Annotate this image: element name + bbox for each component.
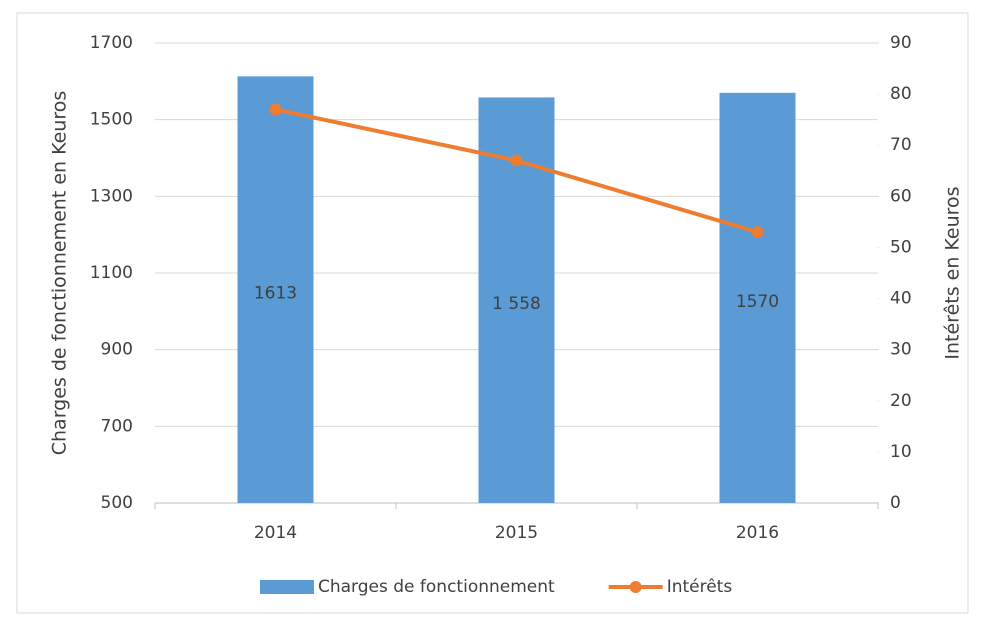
line-point [269, 103, 282, 116]
legend-label: Charges de fonctionnement [318, 577, 555, 597]
y-tick-label: 1700 [90, 33, 133, 53]
y-tick-label: 500 [101, 493, 133, 513]
bar-value-label: 1 558 [492, 294, 541, 314]
y-tick-label: 1500 [90, 110, 133, 130]
y2-tick-label: 60 [890, 186, 912, 206]
y2-tick-label: 10 [890, 442, 912, 462]
x-tick-label: 2016 [736, 523, 779, 543]
y-tick-label: 700 [101, 416, 133, 436]
y2-tick-label: 20 [890, 391, 912, 411]
bar [237, 76, 314, 503]
y2-tick-label: 40 [890, 289, 912, 309]
x-tick-label: 2015 [495, 523, 538, 543]
y2-tick-label: 80 [890, 84, 912, 104]
legend-marker [629, 581, 642, 593]
line-point [510, 154, 523, 167]
y2-tick-label: 50 [890, 237, 912, 257]
line-point [751, 226, 764, 239]
y2-tick-label: 70 [890, 135, 912, 155]
x-tick-label: 2014 [254, 523, 297, 543]
y-tick-label: 1300 [90, 186, 133, 206]
y-tick-label: 900 [101, 340, 133, 360]
y2-tick-label: 30 [890, 340, 912, 360]
bar [719, 92, 796, 503]
y-tick-label: 1100 [90, 263, 133, 283]
y-axis-label: Charges de fonctionnement en Keuros [49, 91, 71, 456]
legend-swatch [260, 580, 314, 594]
y2-tick-label: 0 [890, 493, 901, 513]
bar-value-label: 1613 [254, 284, 297, 304]
bar-value-label: 1570 [736, 292, 779, 312]
y2-axis-label: Intérêts en Keuros [942, 186, 964, 359]
legend-label: Intérêts [667, 577, 733, 597]
y2-tick-label: 90 [890, 33, 912, 53]
